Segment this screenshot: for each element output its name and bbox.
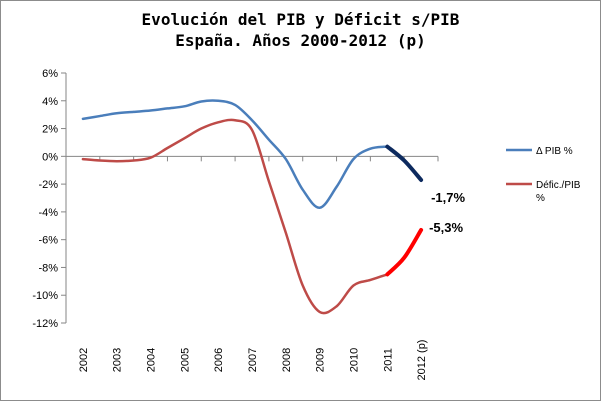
x-tick-label: 2009 xyxy=(315,348,327,372)
y-tick-label: 2% xyxy=(42,124,58,136)
y-tick-label: -2% xyxy=(38,179,58,191)
x-tick-label: 2002 xyxy=(78,348,90,372)
chart-legend: Δ PIB % Défic./PIB% xyxy=(506,146,581,204)
series-line-highlight xyxy=(385,227,424,277)
y-tick-label: -10% xyxy=(32,290,58,302)
y-tick-label: 0% xyxy=(42,151,58,163)
y-tick-label: 6% xyxy=(42,68,58,80)
x-tick-label: 2008 xyxy=(281,348,293,372)
x-tick-label: 2007 xyxy=(247,348,259,372)
chart-axes: 6% 4% 2% 0% -2% -4% -6% -8% -10% -12% 2002 2003 2004… xyxy=(32,68,439,381)
data-label: -1,7% xyxy=(431,190,465,205)
chart-title-line1: Evolución del PIB y Déficit s/PIB xyxy=(141,10,460,29)
x-tick-label: 2012 (p) xyxy=(416,340,428,381)
y-tick-label: -6% xyxy=(38,235,58,247)
y-tick-label: 4% xyxy=(42,96,58,108)
x-tick-label: 2005 xyxy=(179,348,191,372)
x-tick-label: 2010 xyxy=(348,348,360,372)
chart-title: Evolución del PIB y Déficit s/PIB España… xyxy=(0,9,601,51)
series-line xyxy=(81,99,389,209)
data-label: -5,3% xyxy=(429,220,463,235)
y-tick-label: -12% xyxy=(32,318,58,330)
x-tick-label: 2006 xyxy=(213,348,225,372)
x-tick-label: 2003 xyxy=(112,348,124,372)
y-tick-label: -8% xyxy=(38,262,58,274)
legend-label: Δ PIB % xyxy=(536,146,573,157)
chart-end-labels: -1,7% -5,3% xyxy=(429,190,465,235)
legend-label: % xyxy=(536,193,545,204)
legend-label: Défic./PIB xyxy=(536,180,581,191)
y-tick-label: -4% xyxy=(38,207,58,219)
series-line xyxy=(81,118,389,315)
series-line-highlight xyxy=(385,144,424,182)
chart-series xyxy=(81,99,424,315)
x-tick-label: 2011 xyxy=(382,348,394,372)
chart-title-line2: España. Años 2000-2012 (p) xyxy=(175,31,426,50)
x-tick-label: 2004 xyxy=(146,348,158,372)
